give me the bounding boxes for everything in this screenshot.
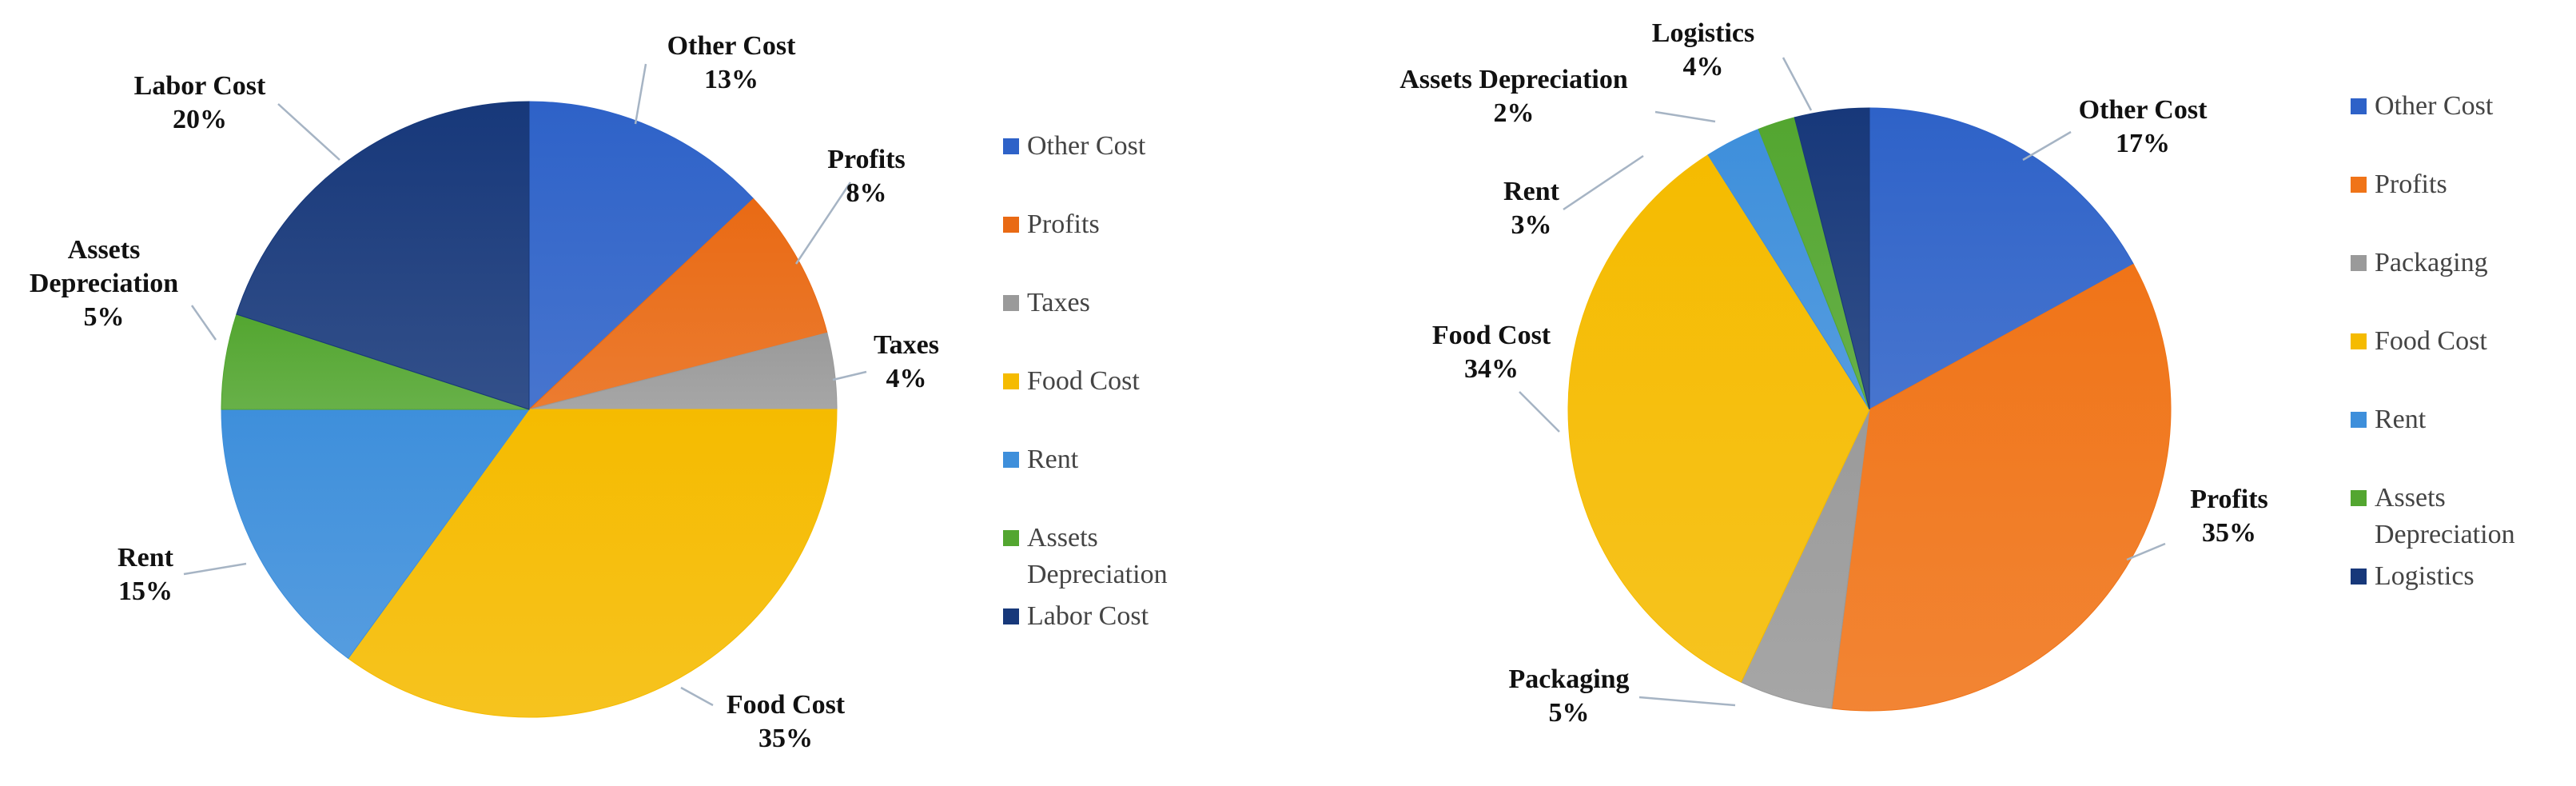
leader-line-right-assets-depreciation xyxy=(1654,110,1716,123)
data-label-left-food-cost: Food Cost xyxy=(727,690,846,720)
legend-swatch-left-food-cost xyxy=(1003,373,1019,389)
leader-line-left-food-cost xyxy=(680,686,714,707)
legend-label-left-profits: Profits xyxy=(1027,209,1100,239)
data-value-left-assets-depreciation: 5% xyxy=(84,302,125,332)
pie-slice-left-rent xyxy=(221,409,530,660)
legend-label-right-food-cost: Food Cost xyxy=(2375,326,2487,356)
pie-slice-left-labor-cost xyxy=(236,101,530,410)
pie-slice-right-logistics xyxy=(1794,107,1870,410)
data-label-right-assets-depreciation: Assets Depreciation xyxy=(1399,65,1628,94)
legend-swatch-left-rent xyxy=(1003,452,1019,468)
leader-line-right-packaging xyxy=(1638,696,1736,707)
data-value-right-profits: 35% xyxy=(2202,518,2256,548)
data-value-right-other-cost: 17% xyxy=(2116,129,2170,158)
data-value-left-profits: 8% xyxy=(846,178,887,208)
legend-swatch-right-food-cost xyxy=(2351,333,2367,349)
legend-swatch-left-taxes xyxy=(1003,295,1019,311)
legend-label-right-rent: Rent xyxy=(2375,405,2427,434)
pie-chart-right-svg: Other Cost 17% Profits 35% Packaging 5% Food C… xyxy=(1399,18,2515,728)
legend-label-left-taxes: Taxes xyxy=(1027,288,1090,317)
leader-line-left-assets-depreciation xyxy=(190,305,217,341)
legend-swatch-left-profits xyxy=(1003,217,1019,233)
data-label-left-profits: Profits xyxy=(827,145,906,174)
data-value-right-packaging: 5% xyxy=(1549,698,1590,728)
leader-line-right-food-cost xyxy=(1519,391,1560,433)
data-label-left-other-cost: Other Cost xyxy=(667,31,797,61)
data-value-left-rent: 15% xyxy=(118,577,173,606)
data-label-right-other-cost: Other Cost xyxy=(2079,95,2208,125)
pie-slice-right-profits xyxy=(1831,263,2172,712)
data-label-right-profits: Profits xyxy=(2190,485,2268,514)
legend-label-left-assets-depreciation: Assets Depreciation xyxy=(1027,523,1168,589)
legend-swatch-right-packaging xyxy=(2351,255,2367,271)
legend-swatch-right-assets-depreciation xyxy=(2351,490,2367,506)
leader-line-left-profits xyxy=(794,182,852,265)
pie-slice-left-food-cost xyxy=(348,409,838,718)
pie-slice-right-food-cost xyxy=(1567,154,1870,683)
leader-line-left-taxes xyxy=(832,370,867,381)
leader-line-right-rent xyxy=(1563,154,1644,211)
data-value-left-other-cost: 13% xyxy=(704,65,758,94)
leader-line-left-labor-cost xyxy=(277,103,340,161)
legend-swatch-left-assets-depreciation xyxy=(1003,530,1019,546)
data-label-left-assets-depreciation: Assets Depreciation xyxy=(30,235,178,298)
legend-swatch-left-labor-cost xyxy=(1003,608,1019,624)
legend-label-left-food-cost: Food Cost xyxy=(1027,366,1140,396)
legend-label-left-labor-cost: Labor Cost xyxy=(1027,601,1149,631)
data-value-right-rent: 3% xyxy=(1511,210,1552,240)
pie-chart-right: Other Cost 17% Profits 35% Packaging 5% Food C… xyxy=(1288,0,2576,786)
legend-label-left-other-cost: Other Cost xyxy=(1027,131,1146,161)
data-label-right-logistics: Logistics xyxy=(1652,18,1754,48)
legend-label-right-packaging: Packaging xyxy=(2375,248,2488,277)
legend-label-right-profits: Profits xyxy=(2375,170,2447,199)
pie-chart-left-svg: Other Cost 13% Profits 8% Taxes 4% Food Cost 35… xyxy=(30,31,1168,753)
legend-swatch-right-profits xyxy=(2351,177,2367,193)
legend-label-right-logistics: Logistics xyxy=(2375,561,2474,591)
legend-label-left-rent: Rent xyxy=(1027,445,1079,474)
legend-swatch-right-other-cost xyxy=(2351,98,2367,114)
data-label-right-rent: Rent xyxy=(1503,177,1560,206)
leader-line-left-rent xyxy=(183,562,247,576)
legend-swatch-right-rent xyxy=(2351,412,2367,428)
legend-swatch-right-logistics xyxy=(2351,569,2367,585)
legend-swatch-left-other-cost xyxy=(1003,138,1019,154)
data-value-left-food-cost: 35% xyxy=(758,724,813,753)
legend-label-right-other-cost: Other Cost xyxy=(2375,91,2494,121)
data-value-right-food-cost: 34% xyxy=(1464,354,1519,384)
data-value-left-taxes: 4% xyxy=(886,364,927,393)
data-label-right-food-cost: Food Cost xyxy=(1432,321,1551,350)
leader-line-right-other-cost xyxy=(2022,130,2072,162)
leader-line-right-profits xyxy=(2126,542,2166,561)
data-label-right-packaging: Packaging xyxy=(1508,664,1629,694)
leader-line-right-logistics xyxy=(1782,57,1813,111)
leader-line-left-other-cost xyxy=(634,63,647,125)
pie-chart-left: Other Cost 13% Profits 8% Taxes 4% Food Cost 35… xyxy=(30,31,1168,753)
pie-slice-right-other-cost xyxy=(1869,107,2135,410)
data-label-left-taxes: Taxes xyxy=(874,330,939,360)
data-label-left-rent: Rent xyxy=(117,543,174,573)
data-value-left-labor-cost: 20% xyxy=(173,105,227,134)
data-value-right-logistics: 4% xyxy=(1683,52,1724,82)
pie-slice-left-other-cost xyxy=(528,101,754,411)
data-value-right-assets-depreciation: 2% xyxy=(1494,98,1535,128)
data-label-left-labor-cost: Labor Cost xyxy=(134,71,266,101)
legend-label-right-assets-depreciation: Assets Depreciation xyxy=(2375,483,2515,549)
